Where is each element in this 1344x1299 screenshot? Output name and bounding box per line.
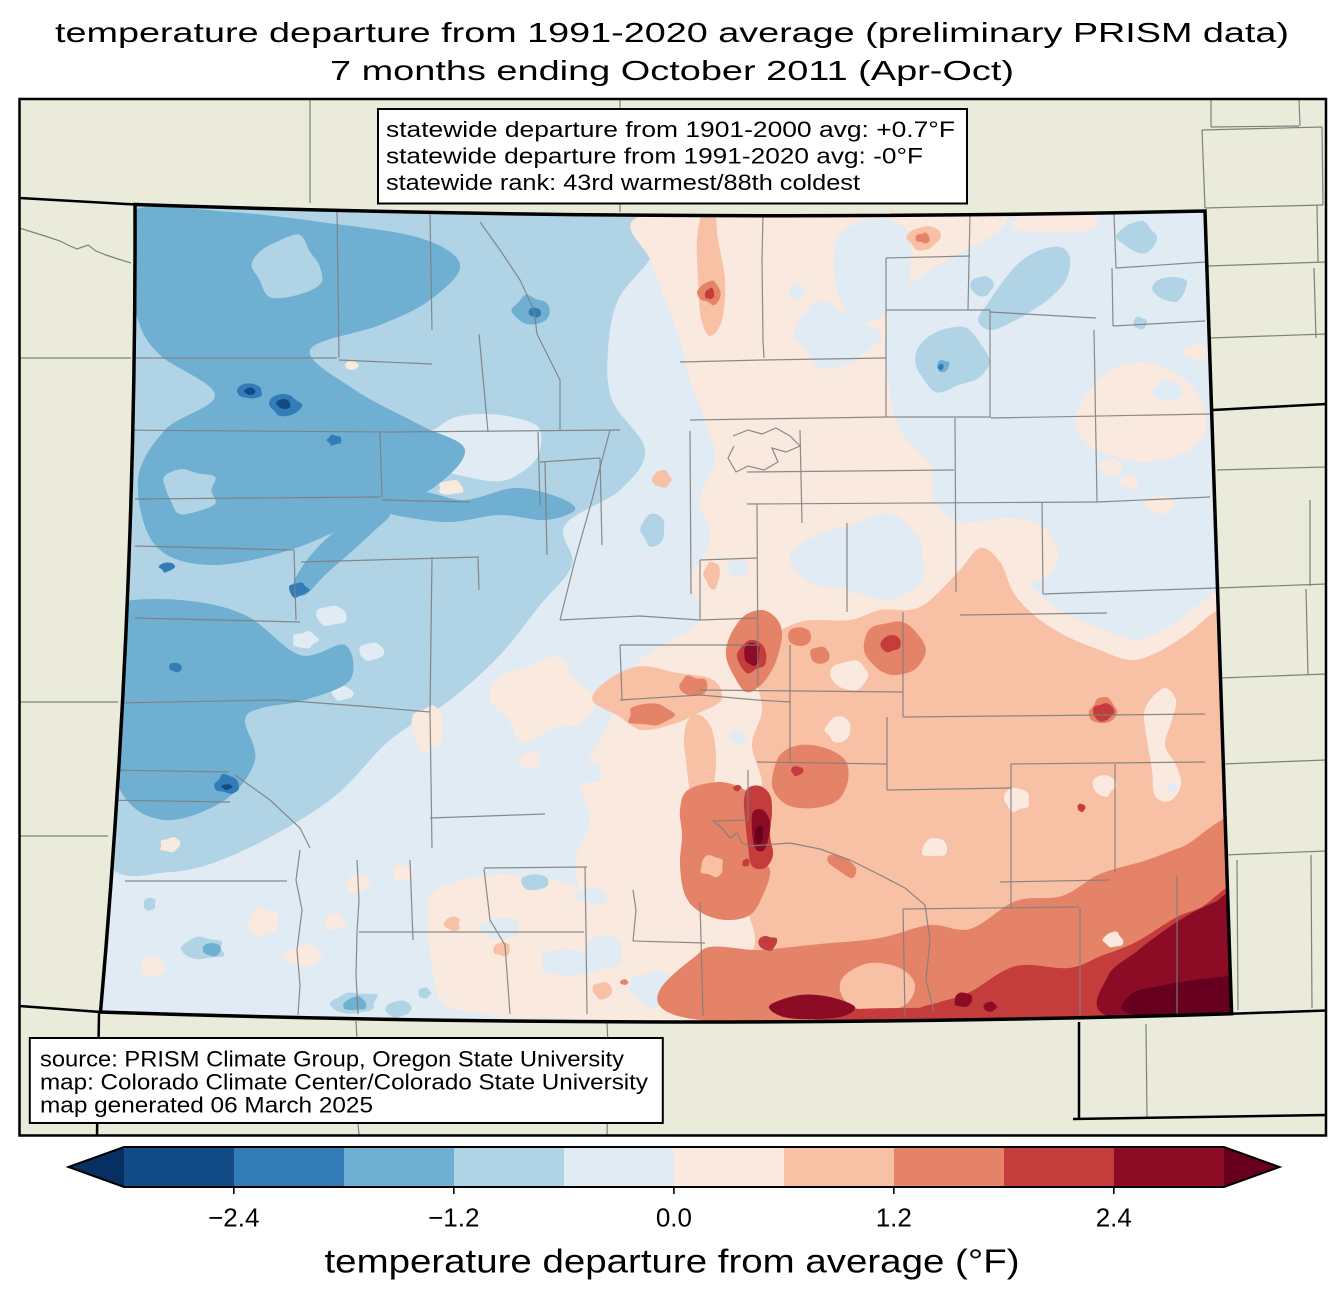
svg-text:temperature departure from ave: temperature departure from average (°F): [325, 1243, 1020, 1280]
svg-text:7 months ending October 2011 (: 7 months ending October 2011 (Apr-Oct): [330, 55, 1014, 86]
svg-text:statewide departure from 1901-: statewide departure from 1901-2000 avg: …: [386, 117, 955, 142]
svg-text:1.2: 1.2: [876, 1202, 912, 1232]
svg-text:map generated 06 March 2025: map generated 06 March 2025: [40, 1093, 373, 1118]
svg-text:map: Colorado Climate Center/C: map: Colorado Climate Center/Colorado St…: [40, 1070, 649, 1095]
svg-text:2.4: 2.4: [1096, 1202, 1132, 1232]
svg-text:0.0: 0.0: [656, 1202, 692, 1232]
svg-text:statewide departure from 1991-: statewide departure from 1991-2020 avg: …: [386, 144, 923, 169]
svg-text:statewide rank: 43rd warmest/8: statewide rank: 43rd warmest/88th coldes…: [386, 170, 861, 195]
svg-text:−1.2: −1.2: [428, 1202, 479, 1232]
svg-text:source: PRISM Climate Group, O: source: PRISM Climate Group, Oregon Stat…: [40, 1047, 625, 1072]
svg-text:−2.4: −2.4: [208, 1202, 259, 1232]
svg-text:temperature departure from 199: temperature departure from 1991-2020 ave…: [55, 17, 1289, 48]
